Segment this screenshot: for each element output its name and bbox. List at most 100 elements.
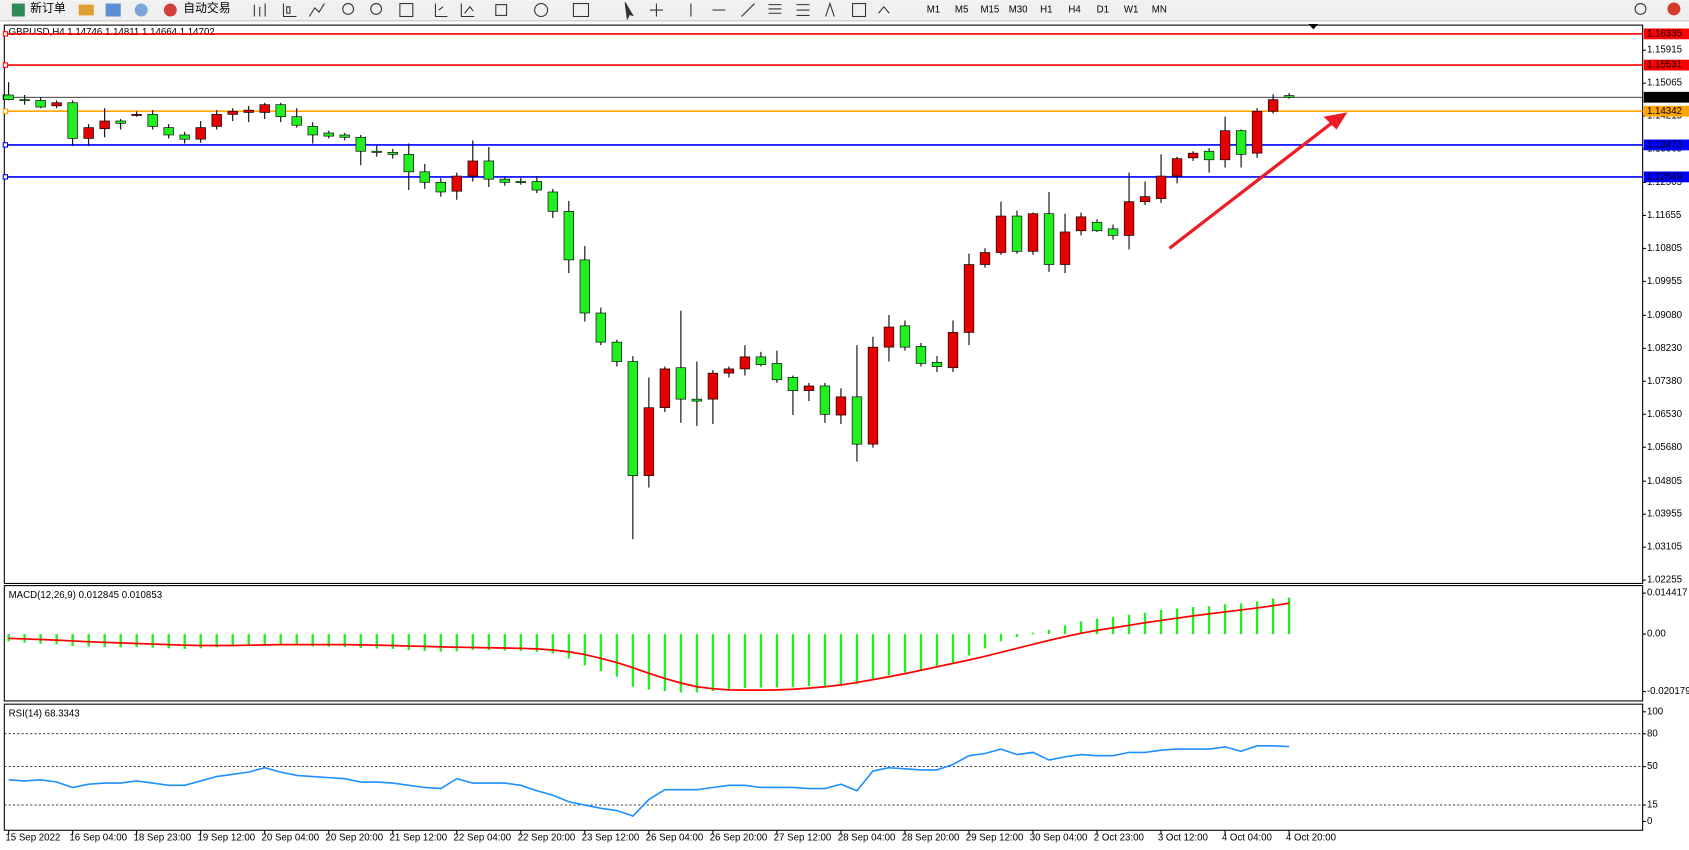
x-tick-label: 18 Sep 23:00 [133,832,191,843]
price-level-handle [2,31,9,37]
search-icon[interactable] [1634,3,1647,15]
icon[interactable] [134,3,148,17]
macd-signal-line [8,602,1290,691]
candle-body [1123,201,1135,236]
icon[interactable] [253,3,266,17]
y-tick-label: 50 [1647,761,1658,772]
panel-frame [3,585,1644,702]
price-level-label: 1.12649 [1647,171,1682,182]
price-level-handle [2,62,9,68]
icon[interactable] [370,3,383,15]
price-level-label: 1.13473 [1647,139,1682,150]
x-tick-label: 26 Sep 04:00 [646,832,704,843]
icon[interactable] [741,3,755,17]
candle-body [1219,130,1231,161]
price-level-box [1643,139,1689,151]
candle-body [1187,152,1199,159]
candle-body [771,363,783,381]
rsi-line [8,745,1290,817]
price-level-label: 1.14702 [1647,92,1682,103]
icon[interactable] [534,3,549,18]
panel-title: MACD(12,26,9) 0.012845 0.010853 [9,590,162,601]
x-tick-label: 27 Sep 12:00 [774,832,832,843]
icon[interactable] [460,3,475,18]
candle-body [547,191,559,212]
icon[interactable] [624,2,634,21]
timeframe-button[interactable]: M30 [1009,5,1028,16]
icon[interactable] [105,3,121,17]
auto-trading-label: 自动交易 [183,1,230,15]
candle-body [483,160,494,180]
candle-body [147,114,158,127]
timeframe-button[interactable]: H1 [1040,5,1052,16]
icon[interactable] [399,3,414,18]
panel: MACD(12,26,9) 0.012845 0.010853 0.014417 0… [3,585,1689,702]
candle-body [755,356,767,365]
icon[interactable] [649,3,663,17]
y-tick-label: 1.09080 [1647,310,1683,321]
price-level-label: 1.15531 [1647,60,1682,71]
candle-body [35,100,46,108]
candle-body [1235,130,1247,155]
timeframe-button[interactable]: D1 [1097,5,1109,16]
price-level-box [1643,91,1689,103]
y-tick-label: 1.05680 [1647,442,1683,453]
candle-body [371,150,382,153]
candle-body [739,356,751,370]
y-tick-label: 1.04805 [1647,476,1682,487]
candle-body [995,215,1007,253]
x-tick-label: 4 Oct 20:00 [1286,832,1337,843]
icon[interactable] [878,5,890,14]
timeframe-button[interactable]: MN [1152,5,1167,16]
icon[interactable] [852,3,867,18]
toolbar-icons [253,1,1647,21]
y-tick-label: 0 [1647,816,1653,827]
timeframe-button[interactable]: H4 [1068,5,1081,16]
y-tick-label: 0.014417 [1647,588,1687,599]
candle-body [819,385,831,415]
candle-body [355,136,366,152]
candle-body [627,361,639,476]
candle-body [723,368,735,374]
timeframe-button[interactable]: M15 [980,5,999,16]
x-tick-label: 19 Sep 12:00 [197,832,255,843]
price-level-box [1643,105,1689,117]
new-order-button[interactable]: 新订单 [11,1,66,17]
candle-body [531,181,542,191]
icon[interactable] [308,3,325,17]
y-tick-label: 1.03105 [1647,542,1682,553]
icon[interactable] [342,3,355,15]
panel: GBPUSD,H4 1.14746 1.14811 1.14664 1.1470… [2,24,1689,586]
notification-badge[interactable] [1667,2,1681,16]
y-tick-label: 1.02255 [1647,575,1682,586]
candle-body [67,102,78,139]
icon[interactable] [768,4,782,14]
candle-body [915,346,927,364]
icon[interactable] [434,3,448,18]
y-tick-label: 1.15915 [1647,45,1682,56]
x-tick-label: 23 Sep 12:00 [582,832,640,843]
icon[interactable] [78,4,94,16]
icon[interactable] [572,3,590,18]
candle-body [947,332,959,369]
auto-trading-button[interactable]: 自动交易 [163,1,231,17]
chart-shift-marker [1308,24,1319,30]
price-level-label: 1.16335 [1647,28,1682,39]
candle-body [307,126,318,136]
timeframe-button[interactable]: M1 [927,5,940,16]
icon[interactable] [796,4,810,16]
icon[interactable] [495,4,508,16]
icon[interactable] [282,3,297,18]
timeframe-button[interactable]: M5 [955,5,968,16]
auto-trading-icon [163,3,177,17]
timeframe-button[interactable]: W1 [1124,5,1139,16]
icon[interactable] [825,1,835,17]
candle-body [259,104,270,113]
panel-title: GBPUSD,H4 1.14746 1.14811 1.14664 1.1470… [9,27,215,38]
price-level-box [1643,59,1689,71]
candle-body [851,396,863,445]
toolbar-bg [0,0,1689,21]
candle-body [1059,231,1071,265]
candle-body [707,372,719,400]
new-order-icon [11,3,25,17]
